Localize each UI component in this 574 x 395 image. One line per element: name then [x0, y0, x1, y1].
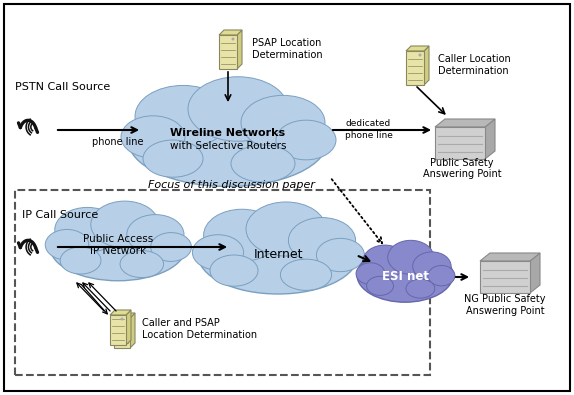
- Text: Answering Point: Answering Point: [422, 169, 501, 179]
- Polygon shape: [130, 313, 135, 348]
- Ellipse shape: [406, 279, 435, 298]
- Ellipse shape: [127, 214, 184, 254]
- Text: dedicated: dedicated: [345, 118, 390, 128]
- Polygon shape: [424, 46, 429, 85]
- Ellipse shape: [198, 216, 358, 294]
- Ellipse shape: [316, 238, 364, 272]
- Polygon shape: [110, 310, 131, 315]
- Text: PSAP Location: PSAP Location: [252, 38, 321, 48]
- Text: Caller Location: Caller Location: [438, 54, 511, 64]
- FancyBboxPatch shape: [4, 4, 570, 391]
- Polygon shape: [219, 30, 242, 35]
- Ellipse shape: [231, 145, 295, 182]
- Text: with Selective Routers: with Selective Routers: [170, 141, 286, 151]
- Text: phone line: phone line: [345, 130, 393, 139]
- Ellipse shape: [60, 247, 101, 274]
- Ellipse shape: [143, 140, 203, 177]
- FancyBboxPatch shape: [406, 51, 424, 85]
- Text: Determination: Determination: [252, 50, 323, 60]
- Ellipse shape: [281, 259, 332, 290]
- Ellipse shape: [428, 265, 455, 286]
- FancyBboxPatch shape: [219, 35, 237, 69]
- Text: IP Network: IP Network: [90, 246, 146, 256]
- Ellipse shape: [246, 202, 326, 256]
- Text: Wireline Networks: Wireline Networks: [170, 128, 285, 138]
- Ellipse shape: [188, 77, 288, 141]
- Text: IP Call Source: IP Call Source: [22, 210, 98, 220]
- Ellipse shape: [192, 235, 243, 270]
- Ellipse shape: [241, 95, 325, 150]
- Polygon shape: [237, 30, 242, 69]
- Circle shape: [125, 320, 127, 324]
- Polygon shape: [480, 253, 540, 261]
- Ellipse shape: [276, 120, 336, 160]
- Ellipse shape: [357, 248, 453, 302]
- Ellipse shape: [367, 276, 394, 295]
- Text: Location Determination: Location Determination: [142, 330, 257, 340]
- Text: Internet: Internet: [253, 248, 302, 261]
- Circle shape: [121, 318, 123, 320]
- Text: phone line: phone line: [92, 137, 144, 147]
- Polygon shape: [406, 46, 429, 51]
- Polygon shape: [485, 119, 495, 159]
- Text: Focus of this discussion paper: Focus of this discussion paper: [148, 180, 315, 190]
- Circle shape: [231, 38, 235, 41]
- Ellipse shape: [135, 85, 231, 147]
- Text: ESI net: ESI net: [382, 271, 429, 284]
- Ellipse shape: [121, 116, 185, 158]
- Ellipse shape: [120, 250, 164, 278]
- Ellipse shape: [210, 255, 258, 286]
- Ellipse shape: [413, 252, 451, 280]
- Text: NG Public Safety: NG Public Safety: [464, 294, 546, 304]
- Text: Answering Point: Answering Point: [466, 306, 544, 316]
- Text: Public Access: Public Access: [83, 234, 153, 244]
- Ellipse shape: [150, 233, 192, 261]
- Text: Caller and PSAP: Caller and PSAP: [142, 318, 220, 328]
- Text: Determination: Determination: [438, 66, 509, 76]
- Ellipse shape: [356, 263, 385, 284]
- FancyBboxPatch shape: [114, 318, 130, 348]
- Ellipse shape: [55, 207, 120, 252]
- FancyBboxPatch shape: [435, 127, 485, 159]
- Polygon shape: [435, 119, 495, 127]
- Text: Public Safety: Public Safety: [430, 158, 494, 168]
- Ellipse shape: [91, 201, 159, 248]
- Ellipse shape: [204, 209, 281, 261]
- Ellipse shape: [387, 240, 434, 274]
- Ellipse shape: [288, 218, 356, 263]
- Text: PSTN Call Source: PSTN Call Source: [15, 82, 110, 92]
- Ellipse shape: [363, 245, 407, 278]
- Polygon shape: [126, 310, 131, 345]
- FancyBboxPatch shape: [480, 261, 530, 293]
- FancyBboxPatch shape: [110, 315, 126, 345]
- Circle shape: [418, 53, 421, 56]
- Ellipse shape: [128, 94, 328, 186]
- Ellipse shape: [50, 213, 186, 281]
- Polygon shape: [114, 313, 135, 318]
- Ellipse shape: [45, 229, 89, 260]
- Polygon shape: [530, 253, 540, 293]
